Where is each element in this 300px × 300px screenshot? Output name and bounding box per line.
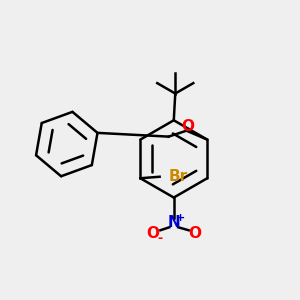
Text: O: O: [146, 226, 160, 241]
Text: O: O: [182, 119, 194, 134]
Text: O: O: [188, 226, 201, 241]
Text: N: N: [167, 215, 180, 230]
Text: Br: Br: [169, 169, 188, 184]
Text: +: +: [176, 213, 185, 223]
Text: -: -: [158, 232, 163, 245]
